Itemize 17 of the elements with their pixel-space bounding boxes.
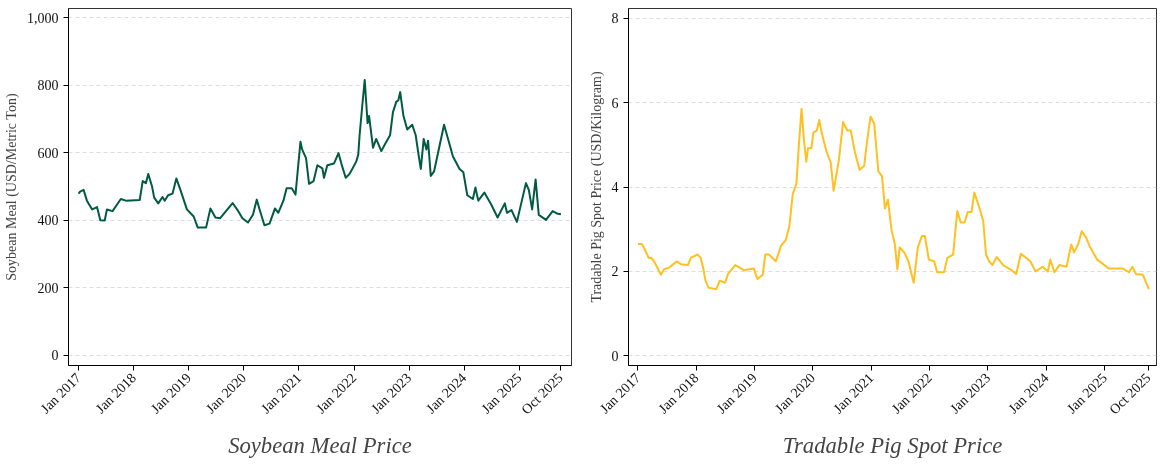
y-tick-label: 400 (37, 213, 59, 229)
y-tick-label: 600 (37, 145, 59, 161)
text: Tradable Pig Spot Price (782, 432, 1003, 458)
y-tick-label: 0 (611, 348, 619, 364)
y-axis-title: Soybean Meal (USD/Metric Ton) (4, 93, 20, 281)
y-tick-label: 6 (611, 95, 619, 111)
y-axis-title: Tradable Pig Spot Price (USD/Kilogram) (588, 71, 605, 303)
y-tick-label: 1,000 (27, 10, 59, 26)
y-tick-label: 8 (611, 11, 619, 27)
y-tick-label: 4 (611, 180, 619, 195)
text: Soybean Meal Price (228, 432, 412, 458)
line-series (77, 78, 562, 229)
line-series (636, 107, 1150, 291)
y-tick-label: 0 (51, 348, 59, 364)
y-tick-label: 2 (611, 264, 619, 280)
y-tick-label: 200 (37, 280, 59, 296)
y-tick-label: 800 (37, 78, 59, 94)
